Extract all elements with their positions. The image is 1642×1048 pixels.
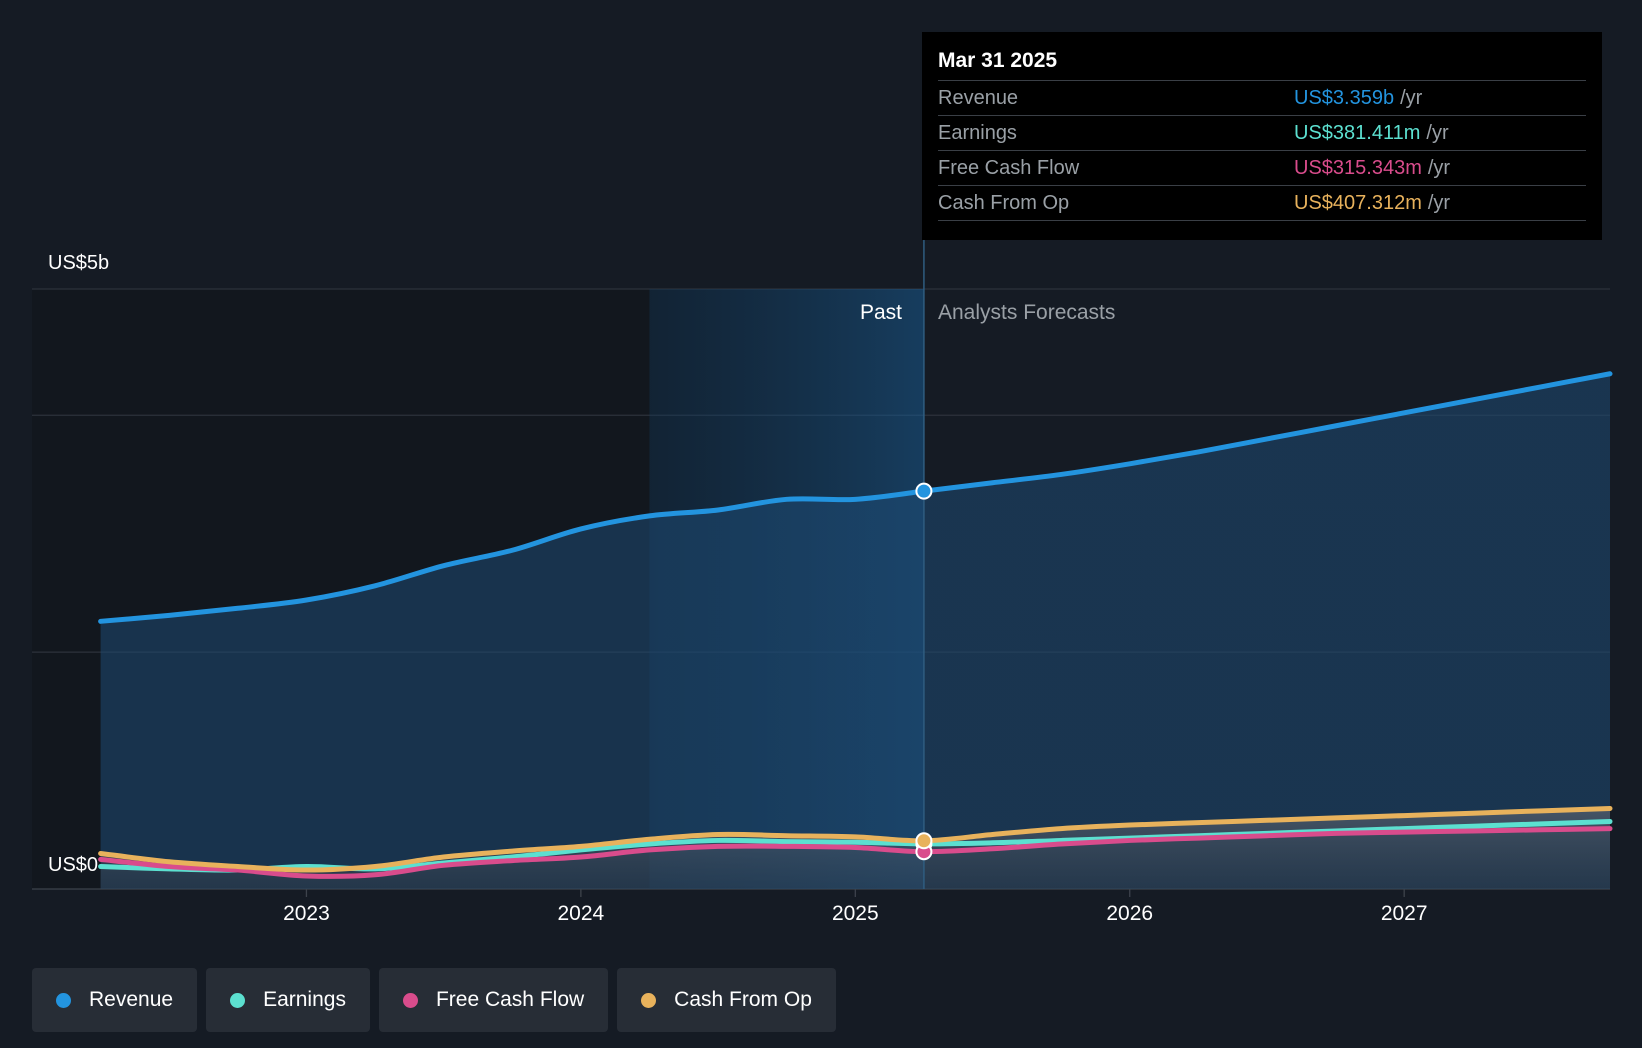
tooltip-unit: /yr [1427,157,1451,179]
legend-label: Earnings [263,988,346,1011]
tooltip-date: Mar 31 2025 [938,46,1586,81]
tooltip-row: Cash From Op US$407.312m/yr [938,186,1586,221]
legend-label: Revenue [89,988,174,1011]
past-label: Past [860,301,903,324]
x-tick-label: 2027 [1380,902,1428,925]
legend-item-free-cash-flow[interactable]: Free Cash Flow [378,968,609,1032]
legend-dot-icon [641,992,657,1008]
legend-label: Cash From Op [674,988,812,1011]
x-tick-label: 2025 [831,902,879,925]
legend-dot-icon [56,992,71,1008]
revenue-line [98,371,1613,624]
tooltip-row: Free Cash Flow US$315.343m/yr [938,151,1586,186]
cash-from-op-point [915,832,933,850]
legend-label: Free Cash Flow [435,988,585,1011]
series-lines [98,371,1613,879]
tooltip-label: Free Cash Flow [938,157,1080,179]
revenue-area [100,373,1611,889]
tooltip-label: Earnings [938,122,1017,144]
tooltip-unit: /yr [1400,87,1423,109]
cash-from-op-line [98,805,1613,873]
tooltip-label: Revenue [938,87,1019,109]
free-cash-flow-line [98,826,1613,879]
legend-item-cash-from-op[interactable]: Cash From Op [617,968,836,1032]
x-tick-label: 2026 [1106,902,1154,925]
revenue-point [915,482,933,500]
tooltip-unit: /yr [1426,122,1449,144]
legend-item-earnings[interactable]: Earnings [206,968,370,1032]
tooltip: Mar 31 2025 Revenue US$3.359b/yr Earnings U… [922,32,1602,240]
tooltip-label: Cash From Op [938,192,1070,214]
legend-item-revenue[interactable]: Revenue [32,968,198,1032]
x-tick-label: 2024 [557,902,605,925]
tooltip-value: US$3.359b [1294,87,1395,109]
y-axis-bottom-label: US$0 [48,854,99,876]
legend-dot-icon [230,992,246,1008]
tooltip-value: US$315.343m [1294,157,1422,179]
tooltip-unit: /yr [1427,192,1451,214]
tooltip-value: US$381.411m [1294,122,1421,144]
x-tick-label: 2023 [283,902,330,925]
tooltip-value: US$407.312m [1294,192,1422,214]
forecast-label: Analysts Forecasts [938,301,1116,324]
hover-markers [915,482,933,861]
y-axis-top-label: US$5b [48,252,110,274]
tooltip-row: Earnings US$381.411m/yr [938,116,1586,151]
legend: Revenue Earnings Free Cash Flow Cash From O… [32,968,836,1032]
tooltip-row: Revenue US$3.359b/yr [938,81,1586,116]
legend-dot-icon [402,992,418,1008]
